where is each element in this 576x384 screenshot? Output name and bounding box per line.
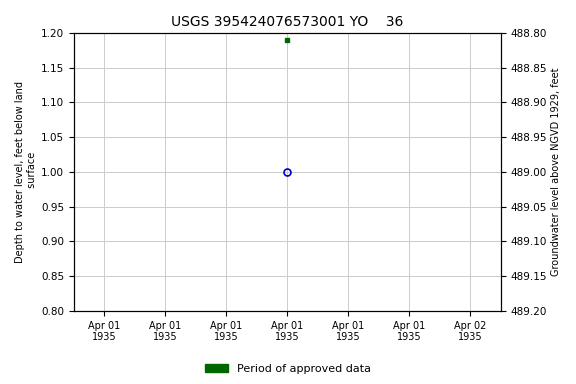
Title: USGS 395424076573001 YO    36: USGS 395424076573001 YO 36	[171, 15, 403, 29]
Y-axis label: Depth to water level, feet below land
 surface: Depth to water level, feet below land su…	[15, 81, 37, 263]
Legend: Period of approved data: Period of approved data	[201, 359, 375, 379]
Y-axis label: Groundwater level above NGVD 1929, feet: Groundwater level above NGVD 1929, feet	[551, 68, 561, 276]
